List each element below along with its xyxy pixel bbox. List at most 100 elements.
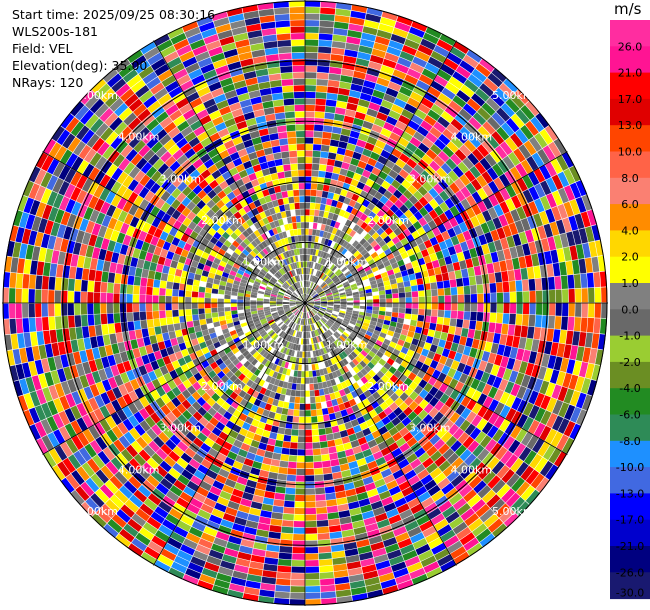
- gate: [232, 240, 240, 248]
- gate: [211, 543, 226, 554]
- gate: [82, 361, 92, 375]
- gate: [204, 561, 220, 573]
- gate: [162, 355, 172, 366]
- gate: [237, 269, 245, 276]
- gate: [390, 392, 399, 402]
- gate: [229, 494, 242, 504]
- gate: [478, 466, 492, 480]
- gate: [483, 78, 499, 92]
- gate: [22, 362, 32, 378]
- gate: [206, 555, 222, 566]
- gate: [160, 202, 171, 213]
- gate: [305, 85, 316, 92]
- ray-6: [305, 15, 413, 301]
- gate: [296, 383, 301, 391]
- gate: [283, 298, 290, 301]
- gate: [316, 183, 324, 191]
- gate: [232, 424, 242, 434]
- gate: [368, 350, 376, 358]
- gate: [105, 177, 117, 191]
- gate: [317, 312, 323, 317]
- gate: [110, 457, 124, 471]
- gate: [381, 416, 391, 426]
- gate: [75, 230, 85, 244]
- gate: [525, 489, 541, 505]
- gate: [257, 522, 270, 531]
- gate: [454, 326, 463, 336]
- gate: [214, 578, 230, 589]
- gate: [157, 375, 167, 386]
- gate: [232, 570, 248, 580]
- gate: [336, 201, 344, 209]
- gate: [297, 436, 305, 443]
- gate: [550, 158, 563, 174]
- gate: [424, 502, 438, 514]
- gate: [241, 464, 252, 473]
- gate: [128, 390, 139, 403]
- gate: [246, 573, 262, 583]
- gate: [418, 207, 429, 217]
- gate: [278, 380, 284, 388]
- gate: [320, 341, 325, 348]
- gate: [450, 287, 458, 296]
- gate: [566, 359, 576, 374]
- gate: [361, 32, 376, 42]
- gate: [525, 100, 540, 116]
- gate: [277, 427, 286, 435]
- gate: [292, 343, 297, 351]
- gate: [320, 303, 328, 306]
- gate: [507, 269, 515, 282]
- gate: [339, 367, 346, 375]
- gate: [150, 123, 164, 136]
- gate: [389, 257, 397, 265]
- gate: [345, 313, 352, 318]
- gate: [189, 266, 197, 274]
- gate: [215, 388, 225, 397]
- gate: [47, 158, 60, 175]
- gate: [429, 322, 437, 331]
- gate: [327, 329, 333, 336]
- gate: [512, 233, 522, 247]
- gate: [59, 149, 73, 165]
- gate: [305, 462, 314, 469]
- gate: [22, 274, 30, 289]
- gate: [380, 531, 395, 541]
- gate: [502, 281, 510, 293]
- gate: [393, 407, 403, 417]
- gate: [423, 192, 434, 203]
- gate: [229, 223, 238, 232]
- gate: [320, 304, 327, 307]
- gate: [120, 144, 133, 158]
- gate: [298, 318, 301, 325]
- gate: [563, 388, 575, 404]
- gate: [319, 571, 334, 579]
- gate: [375, 259, 383, 266]
- gate: [294, 403, 300, 410]
- ray-107: [114, 58, 304, 301]
- gate: [315, 329, 320, 336]
- gate: [491, 131, 505, 145]
- gate: [514, 268, 522, 281]
- gate: [307, 288, 310, 294]
- gate: [229, 391, 239, 400]
- gate: [199, 115, 212, 126]
- gate: [452, 71, 467, 84]
- gate: [290, 296, 297, 300]
- gate: [481, 171, 493, 184]
- gate: [164, 258, 172, 267]
- gate: [199, 318, 207, 326]
- gate: [110, 181, 122, 194]
- gate: [114, 58, 131, 73]
- gate: [218, 431, 229, 441]
- gate: [391, 236, 400, 245]
- gate: [344, 548, 359, 557]
- gate: [334, 160, 343, 168]
- gate: [320, 318, 327, 324]
- gate: [283, 434, 292, 442]
- gate: [594, 303, 601, 318]
- gate: [250, 232, 258, 240]
- gate: [310, 290, 316, 296]
- gate: [187, 272, 195, 280]
- gate: [365, 330, 373, 337]
- gate: [17, 395, 29, 412]
